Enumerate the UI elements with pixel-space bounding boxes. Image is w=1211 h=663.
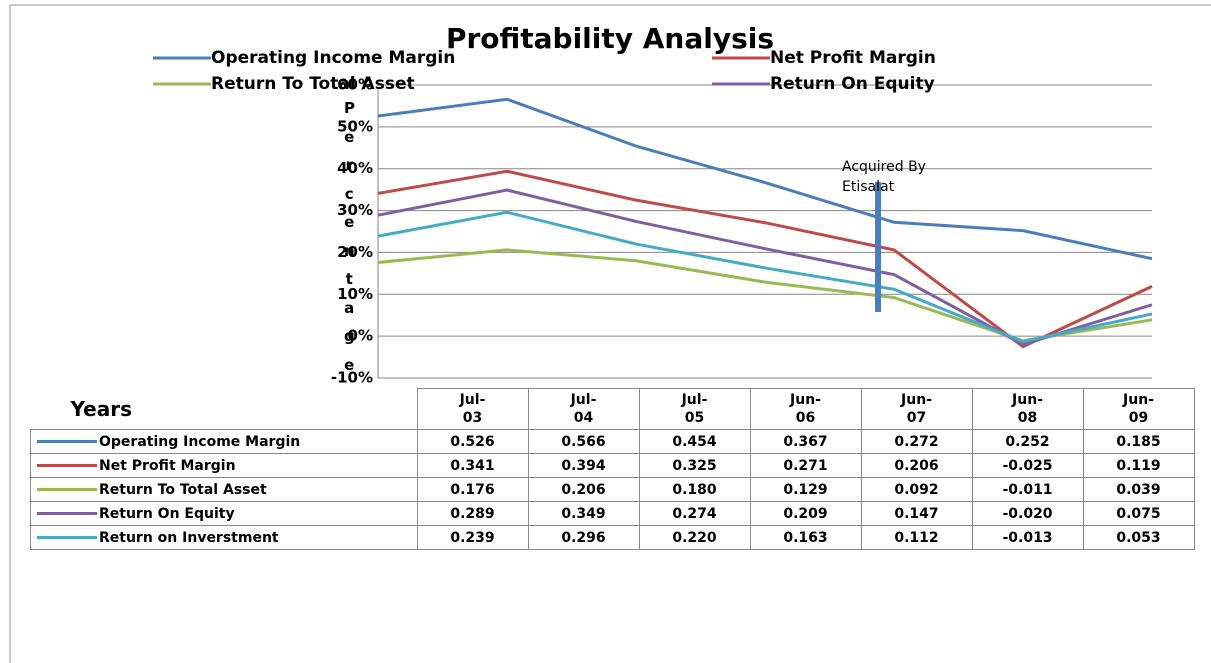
row-name-cell: Return On Equity <box>30 501 418 526</box>
table-cell: 0.454 <box>638 429 751 454</box>
header-cell: Jul-03 <box>416 388 529 430</box>
y-tick-label: -10% <box>331 369 373 387</box>
chart-title: Profitability Analysis <box>446 22 774 55</box>
frame <box>9 4 1211 663</box>
legend-key <box>37 440 97 443</box>
table-row: Net Profit Margin 0.341 0.394 0.325 0.271 0.2… <box>30 453 1195 478</box>
series-line <box>377 97 1153 261</box>
table-cell: 0.239 <box>416 525 529 550</box>
table-row: Operating Income Margin 0.526 0.566 0.454 0.… <box>30 429 1195 454</box>
table-cell: 0.119 <box>1082 453 1195 478</box>
table-row: Return On Equity 0.289 0.349 0.274 0.209 0.14… <box>30 501 1195 526</box>
table-cell: 0.129 <box>749 477 862 502</box>
table-cell: 0.092 <box>860 477 973 502</box>
y-tick-label: 0% <box>348 327 373 345</box>
series-line <box>377 169 1153 349</box>
legend-label: Return on Inverstment <box>99 529 279 546</box>
table-header: Years <box>70 396 132 421</box>
x-tick-label: Jun-09 <box>1123 392 1154 426</box>
y-tick-label: 40% <box>337 159 373 177</box>
legend-key <box>37 536 97 539</box>
annotation: Acquired By Etisalat <box>842 159 926 195</box>
table-row: Return To Total Asset 0.176 0.206 0.180 0.12… <box>30 477 1195 502</box>
table-cell: 0.163 <box>749 525 862 550</box>
legend-label: Operating Income Margin <box>211 48 455 68</box>
table-cell: 0.296 <box>527 525 640 550</box>
table-cell: 0.349 <box>527 501 640 526</box>
table-cell: 0.206 <box>527 477 640 502</box>
x-tick-label: Jul-04 <box>570 392 597 426</box>
y-tick-label: 60% <box>337 76 373 94</box>
table-cell: 0.053 <box>1082 525 1195 550</box>
table-cell: 0.367 <box>749 429 862 454</box>
table-cell: 0.274 <box>638 501 751 526</box>
x-tick-label: Jul-03 <box>459 392 486 426</box>
table-cell: 0.272 <box>860 429 973 454</box>
legend-key <box>37 464 97 467</box>
header-cell: Jun-07 <box>860 388 973 430</box>
table-cell: -0.013 <box>971 525 1084 550</box>
table-cell: 0.289 <box>416 501 529 526</box>
event-marker <box>875 182 881 312</box>
legend-label: Return On Equity <box>99 505 235 522</box>
table-cell: 0.075 <box>1082 501 1195 526</box>
y-tick-label: 50% <box>337 117 373 135</box>
y-tick-label: 30% <box>337 201 373 219</box>
table-cell: 0.147 <box>860 501 973 526</box>
x-tick-label: Jun-08 <box>1012 392 1043 426</box>
row-name-cell: Return on Inverstment <box>30 525 418 550</box>
y-axis-label: Percentage <box>344 99 355 374</box>
table-cell: 0.271 <box>749 453 862 478</box>
table-row: Return on Inverstment 0.239 0.296 0.220 0.16… <box>30 525 1195 550</box>
y-tick-label: 20% <box>337 243 373 261</box>
series-line <box>377 210 1153 344</box>
table-header-row: Years Jul-03 Jul-04 Jul-05 Jun-06 Jun-07 Jun-0… <box>31 388 1195 430</box>
row-name-cell: Return To Total Asset <box>30 477 418 502</box>
header-cell: Jun-06 <box>749 388 862 430</box>
y-tick-label: 10% <box>337 285 373 303</box>
table-cell: 0.566 <box>527 429 640 454</box>
legend-key <box>37 512 97 515</box>
legend-label: Net Profit Margin <box>770 48 936 68</box>
table-cell: 0.206 <box>860 453 973 478</box>
table-cell: -0.011 <box>971 477 1084 502</box>
header-cell: Jul-04 <box>527 388 640 430</box>
table-cell: 0.341 <box>416 453 529 478</box>
table-cell: 0.526 <box>416 429 529 454</box>
row-name-cell: Net Profit Margin <box>30 453 418 478</box>
series-line <box>377 188 1153 347</box>
row-name-cell: Operating Income Margin <box>30 429 418 454</box>
table-cell: 0.252 <box>971 429 1084 454</box>
header-cell: Jun-09 <box>1082 388 1195 430</box>
header-cell: Jul-05 <box>638 388 751 430</box>
table-cell: 0.185 <box>1082 429 1195 454</box>
legend-label: Return To Total Asset <box>99 481 267 498</box>
legend-label: Operating Income Margin <box>99 433 301 450</box>
table-cell: 0.394 <box>527 453 640 478</box>
x-tick-label: Jul-05 <box>681 392 708 426</box>
table-cell: 0.209 <box>749 501 862 526</box>
legend-label: Return On Equity <box>770 74 935 94</box>
series-line <box>377 248 1153 343</box>
table-cell: 0.112 <box>860 525 973 550</box>
header-cell: Jun-08 <box>971 388 1084 430</box>
legend-label: Net Profit Margin <box>99 457 236 474</box>
table-cell: 0.176 <box>416 477 529 502</box>
table-cell: 0.180 <box>638 477 751 502</box>
table-cell: -0.025 <box>971 453 1084 478</box>
table-cell: 0.325 <box>638 453 751 478</box>
table-cell: -0.020 <box>971 501 1084 526</box>
x-tick-label: Jun-06 <box>790 392 821 426</box>
table-cell: 0.039 <box>1082 477 1195 502</box>
x-tick-label: Jun-07 <box>901 392 932 426</box>
table-cell: 0.220 <box>638 525 751 550</box>
data-table: Years Jul-03 Jul-04 Jul-05 Jun-06 Jun-07 Jun-0… <box>30 388 1195 550</box>
legend-key <box>37 488 97 491</box>
legend-label: Return To Total Asset <box>211 74 415 94</box>
